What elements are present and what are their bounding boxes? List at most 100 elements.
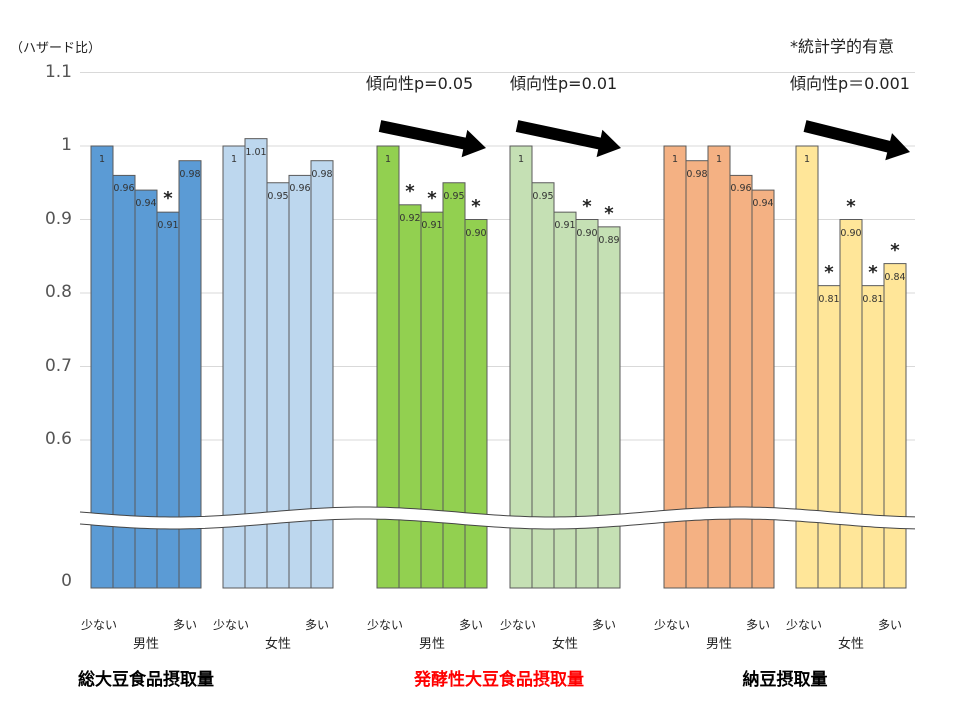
bar	[310, 160, 334, 589]
x-label-high: 多い	[746, 618, 771, 632]
significance-star: *	[582, 195, 592, 217]
data-label: 1	[230, 154, 238, 165]
bar	[266, 182, 290, 589]
data-label: 0.95	[267, 190, 289, 202]
data-label: 0.96	[289, 183, 311, 195]
significance-star: *	[604, 202, 614, 224]
data-label: 1	[98, 154, 106, 165]
bar	[597, 226, 621, 589]
axis-break-line	[79, 518, 916, 530]
x-label-high: 多い	[173, 618, 198, 632]
data-label: 1	[803, 154, 811, 165]
x-label-high: 多い	[592, 618, 617, 632]
bar	[839, 219, 863, 589]
y-tick-label: 0.8	[44, 282, 72, 302]
sex-label: 女性	[551, 637, 578, 652]
sex-label: 男性	[418, 637, 445, 652]
data-label: 0.91	[421, 220, 443, 232]
x-label-low: 少ない	[786, 618, 823, 632]
significance-star: *	[824, 261, 834, 283]
x-label-low: 少ない	[654, 618, 691, 632]
category-title: 納豆摂取量	[742, 670, 828, 690]
x-label-high: 多い	[459, 618, 484, 632]
bar	[464, 219, 488, 589]
y-tick-label: 1	[61, 135, 72, 155]
sex-label: 女性	[264, 637, 291, 652]
trend-p-label: 傾向性p＝0.001	[790, 74, 910, 93]
bar	[553, 211, 577, 589]
significance-star: *	[868, 261, 878, 283]
y-axis-label: （ハザード比）	[10, 41, 102, 56]
x-label-low: 少ない	[81, 618, 118, 632]
trend-arrow	[378, 120, 486, 158]
data-label: 0.90	[465, 227, 487, 239]
data-label: 1	[517, 154, 525, 165]
y-tick-label: 0	[61, 571, 72, 591]
bar	[685, 160, 709, 589]
data-label: 0.81	[818, 293, 840, 305]
category-title: 発酵性大豆食品摂取量	[414, 670, 584, 690]
data-label: 0.81	[862, 293, 884, 305]
data-label: 0.89	[598, 234, 620, 246]
bar	[178, 160, 202, 589]
bar	[729, 174, 753, 589]
trend-p-label: 傾向性p=0.01	[510, 74, 618, 93]
trend-arrow	[515, 120, 621, 158]
x-label-low: 少ない	[213, 618, 250, 632]
bar	[398, 204, 422, 589]
data-label: 0.94	[135, 198, 157, 210]
data-label: 0.92	[399, 212, 421, 224]
bar	[288, 174, 312, 589]
y-tick-label: 0.7	[44, 355, 72, 376]
bar	[156, 211, 180, 589]
axis-break-line	[79, 506, 916, 518]
y-tick-label: 0.6	[44, 429, 72, 449]
significance-star: *	[890, 239, 900, 261]
data-label: 0.98	[311, 168, 333, 180]
significance-star: *	[163, 188, 173, 210]
x-label-high: 多い	[878, 618, 903, 632]
data-label: 1	[715, 154, 723, 165]
data-label: 0.91	[157, 220, 179, 232]
y-tick-label: 0.9	[44, 208, 72, 229]
bar	[707, 145, 731, 589]
axis-break	[80, 507, 915, 529]
bar	[817, 285, 841, 589]
data-label: 0.96	[730, 183, 752, 195]
bar	[861, 285, 885, 589]
bar	[751, 189, 775, 589]
bar	[575, 219, 599, 589]
x-label-low: 少ない	[500, 618, 537, 632]
data-label: 0.91	[554, 220, 576, 232]
significance-note: *統計学的有意	[790, 37, 895, 56]
x-label-high: 多い	[305, 618, 330, 632]
data-label: 1	[671, 154, 679, 165]
sex-label: 男性	[705, 637, 732, 652]
bar	[442, 182, 466, 589]
bar	[420, 211, 444, 589]
sex-label: 女性	[837, 637, 864, 652]
data-label: 0.95	[443, 190, 465, 202]
significance-star: *	[471, 195, 481, 217]
data-label: 0.90	[840, 227, 862, 239]
data-label: 0.98	[179, 168, 201, 180]
category-title: 総大豆食品摂取量	[78, 670, 214, 690]
sex-label: 男性	[132, 637, 159, 652]
significance-star: *	[427, 188, 437, 210]
significance-star: *	[405, 180, 415, 202]
data-label: 1.01	[245, 146, 267, 158]
data-label: 1	[384, 154, 392, 165]
data-label: 0.98	[686, 168, 708, 180]
data-label: 0.95	[532, 190, 554, 202]
data-label: 0.90	[576, 227, 598, 239]
data-label: 0.84	[884, 271, 906, 283]
y-tick-label: 1.1	[44, 61, 72, 82]
trend-p-label: 傾向性p=0.05	[366, 74, 474, 93]
data-label: 0.96	[113, 183, 135, 195]
significance-star: *	[846, 195, 856, 217]
trend-arrow	[803, 120, 910, 161]
bar	[883, 263, 907, 589]
x-label-low: 少ない	[367, 618, 404, 632]
